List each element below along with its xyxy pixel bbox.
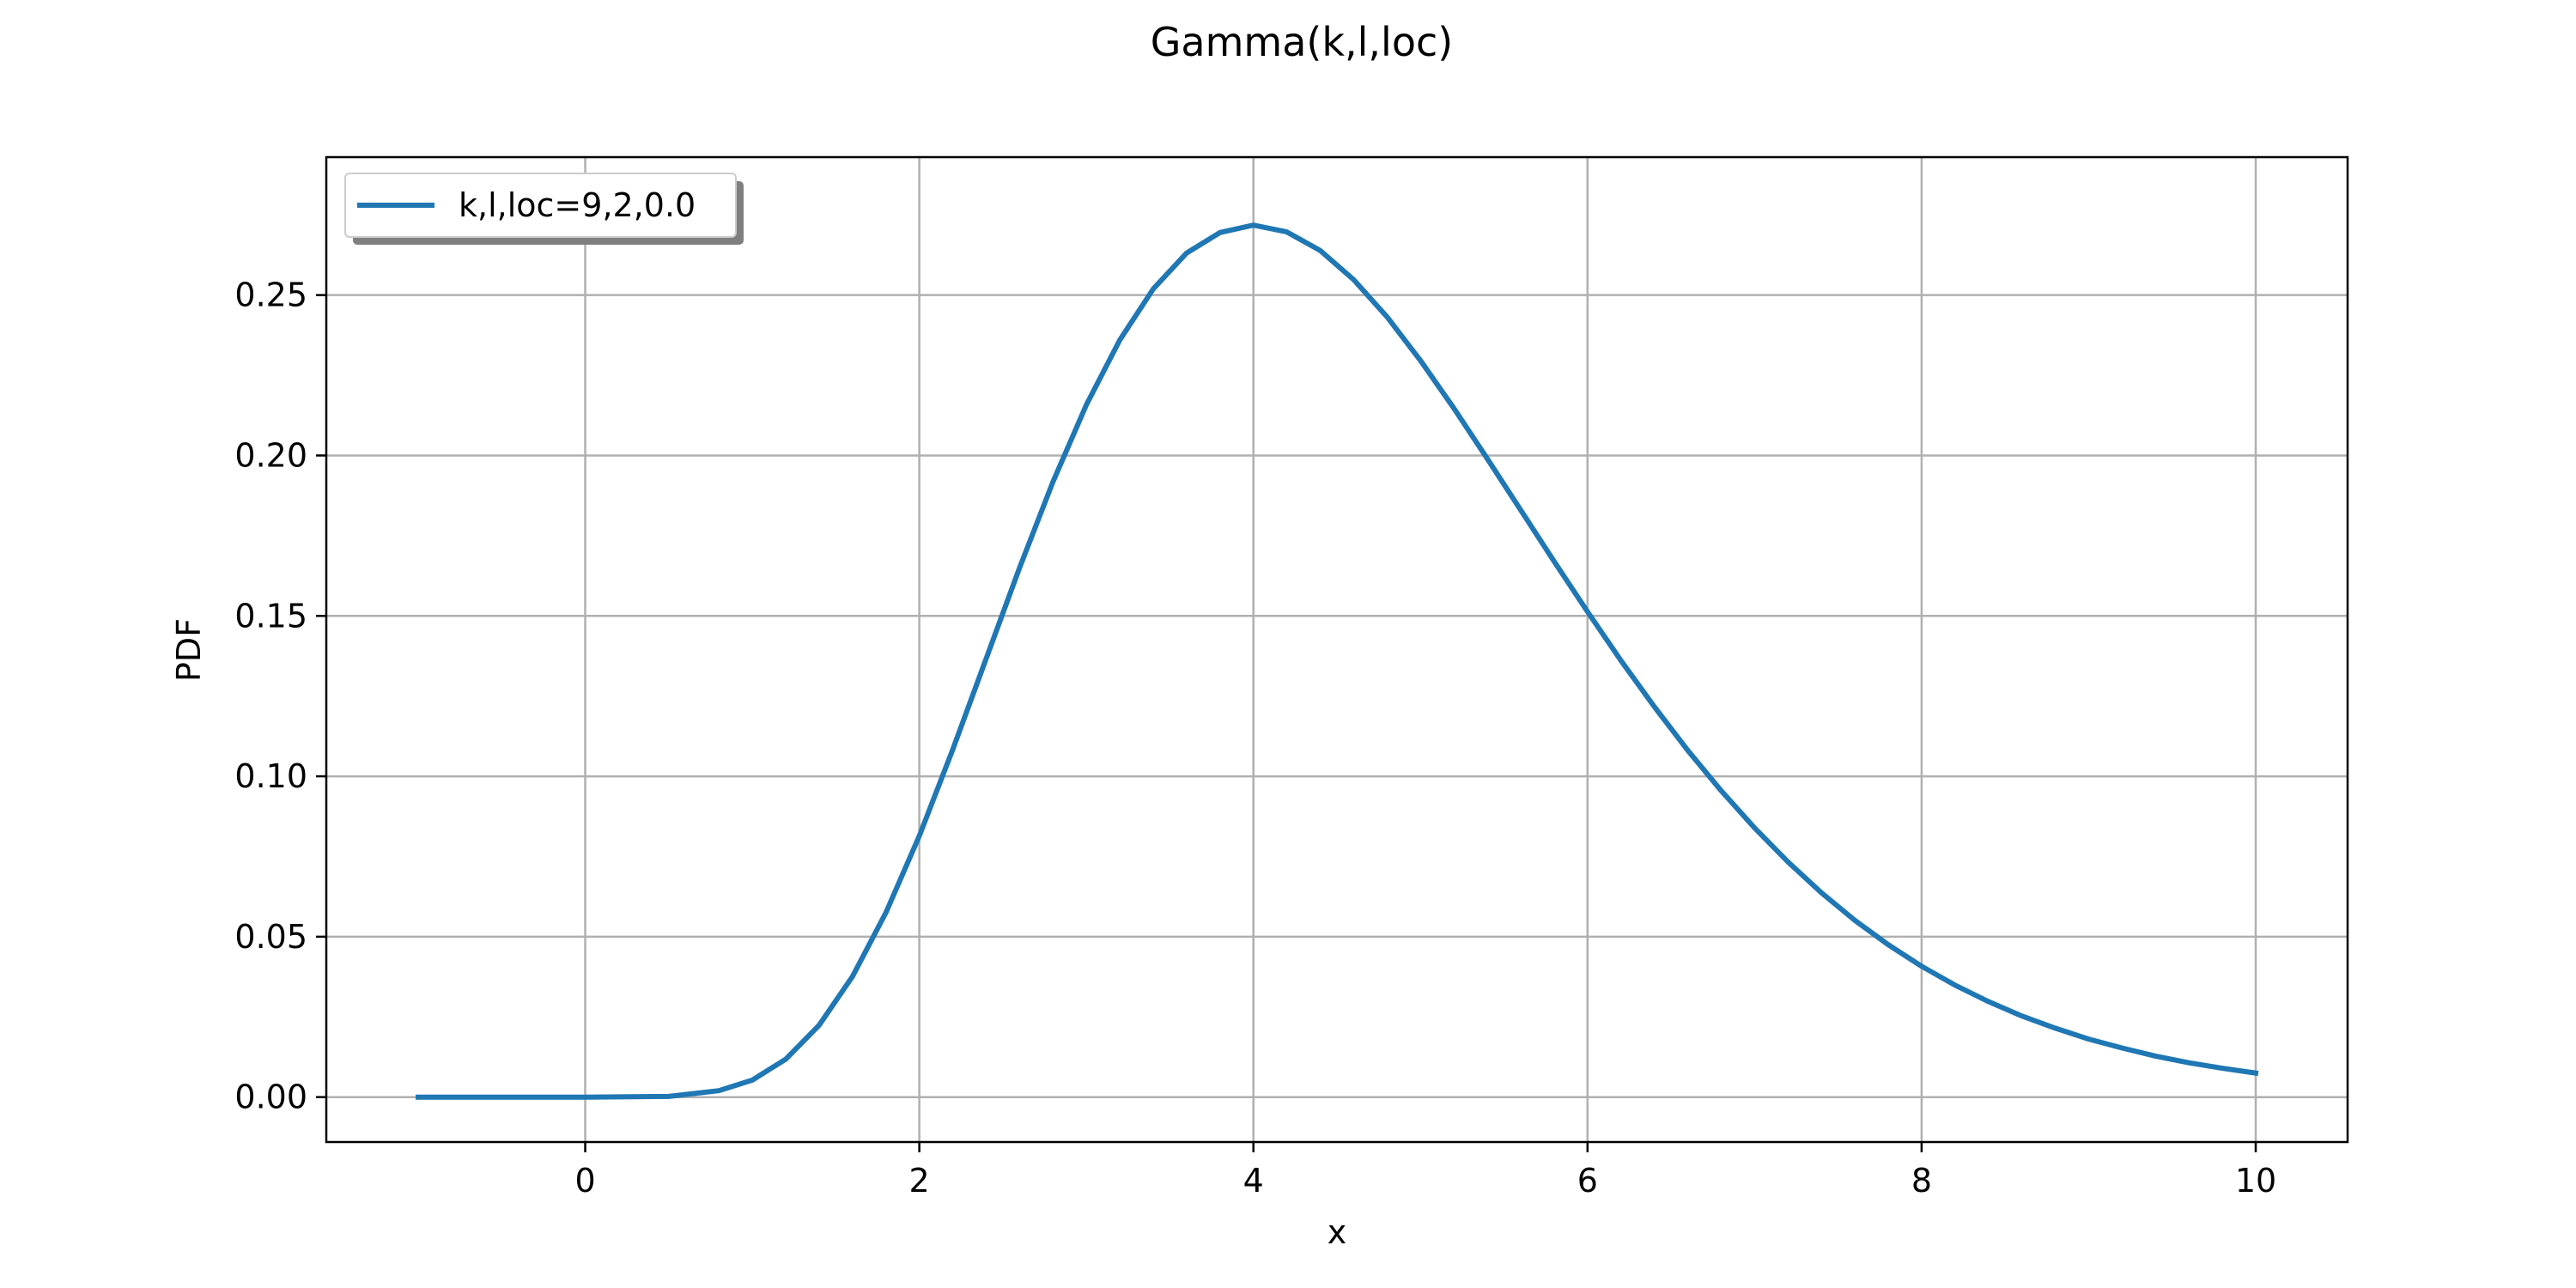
plot-frame <box>325 155 2349 1144</box>
x-tick-label: 6 <box>1577 1162 1598 1200</box>
x-tick-label: 2 <box>909 1162 930 1200</box>
series-layer <box>416 222 2259 1100</box>
grid <box>326 157 2348 1142</box>
legend: k,l,loc=9,2,0.0 <box>344 173 744 245</box>
y-tick-label: 0.00 <box>234 1078 307 1116</box>
y-tick-label: 0.15 <box>234 597 307 635</box>
series-line-0 <box>416 222 2259 1100</box>
y-tick-label: 0.25 <box>234 276 307 314</box>
x-tick-label: 10 <box>2235 1162 2276 1200</box>
y-tick-label: 0.20 <box>234 436 307 474</box>
x-tick-label: 0 <box>574 1162 595 1200</box>
x-axis-label: x <box>1327 1213 1347 1251</box>
y-axis-label: PDF <box>170 618 208 682</box>
x-tick-label: 8 <box>1911 1162 1932 1200</box>
legend-label: k,l,loc=9,2,0.0 <box>459 186 696 224</box>
legend-box <box>344 173 737 238</box>
y-tick-label: 0.05 <box>234 918 307 956</box>
axis-ticks: 0 2 4 6 8 10 0.00 0.05 0.10 0.15 0.20 0.25 <box>234 276 2276 1200</box>
chart-title: Gamma(k,l,loc) <box>1151 19 1453 65</box>
x-tick-label: 4 <box>1243 1162 1264 1200</box>
y-tick-label: 0.10 <box>234 757 307 795</box>
